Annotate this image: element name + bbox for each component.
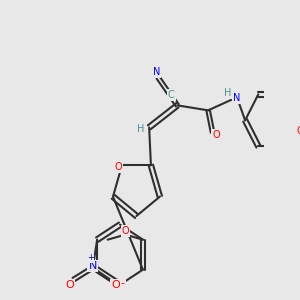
Text: O: O [122, 226, 129, 236]
Text: C: C [168, 90, 175, 100]
Text: N: N [232, 93, 240, 103]
Text: H: H [137, 124, 144, 134]
Text: N: N [152, 67, 160, 77]
Text: N: N [88, 261, 97, 271]
Text: O: O [115, 162, 122, 172]
Text: O: O [65, 280, 74, 290]
Text: +: + [87, 253, 94, 262]
Text: O: O [212, 130, 220, 140]
Text: O: O [297, 126, 300, 136]
Text: O: O [111, 280, 120, 290]
Text: H: H [224, 88, 231, 98]
Text: -: - [121, 278, 125, 288]
